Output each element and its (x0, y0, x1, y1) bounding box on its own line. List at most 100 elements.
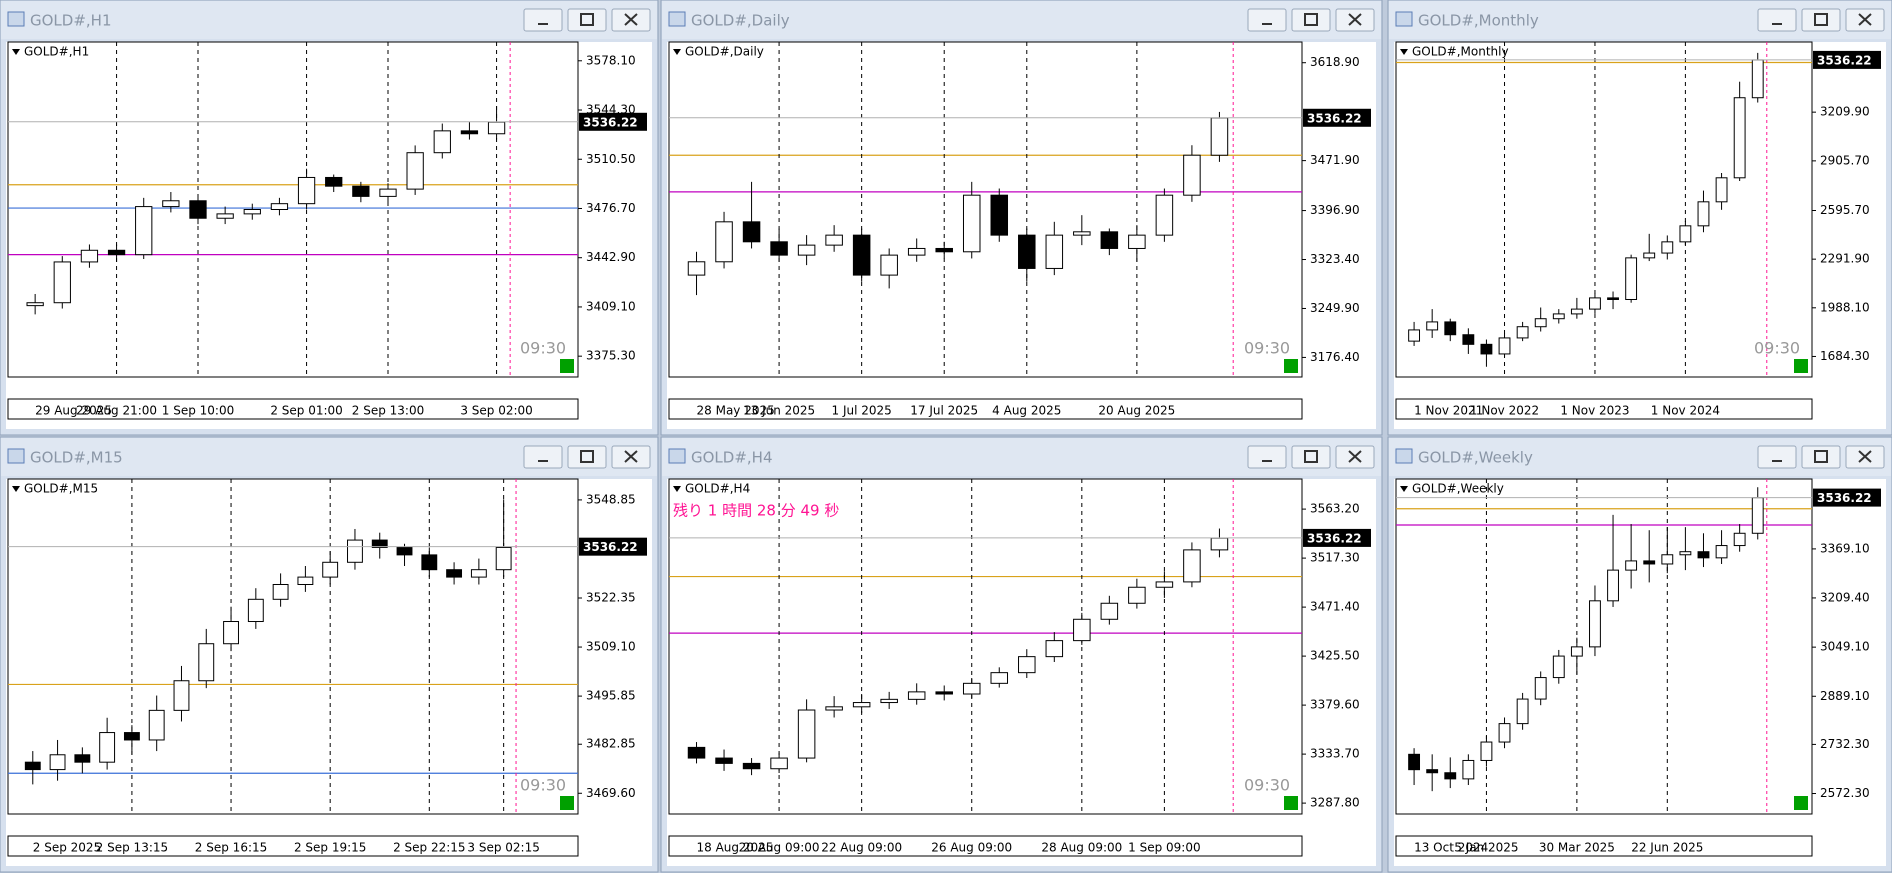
candle-body (935, 691, 953, 695)
minimize-button[interactable] (1757, 8, 1797, 32)
button-glyph (580, 450, 594, 463)
candle-body (1715, 177, 1728, 203)
candle-body (24, 761, 41, 771)
candle-body (1462, 334, 1475, 345)
y-tick-label: 3522.35 (586, 591, 636, 605)
minimize-button[interactable] (1757, 445, 1797, 469)
trade-button[interactable] (1284, 796, 1298, 810)
symbol-label: GOLD#,M15 (24, 482, 98, 496)
candle-body (446, 569, 463, 578)
candle-body (1155, 581, 1174, 588)
y-tick-label: 3578.10 (586, 53, 636, 67)
candle-body (1018, 234, 1036, 269)
candle-body (270, 203, 289, 211)
maximize-button[interactable] (1801, 445, 1841, 469)
x-tick-label: 2 Sep 13:15 (96, 841, 168, 855)
maximize-button[interactable] (567, 8, 607, 32)
candle-body (1570, 308, 1583, 315)
x-tick-label: 29 Aug 2025 (35, 404, 112, 418)
maximize-button[interactable] (567, 445, 607, 469)
candle-body (770, 757, 788, 770)
candle-body (1534, 677, 1547, 700)
minimize-button[interactable] (523, 445, 563, 469)
candle-body (715, 221, 733, 263)
maximize-button[interactable] (1291, 445, 1331, 469)
y-tick-label: 3471.40 (1310, 600, 1360, 614)
plot-border (668, 41, 1303, 378)
candle-body (495, 546, 512, 571)
x-tick-label: 13 Jun 2025 (743, 404, 815, 418)
candle-body (1462, 759, 1475, 780)
time-axis-border (7, 835, 579, 857)
menu-arrow (12, 49, 20, 55)
candle-body (421, 554, 438, 571)
candle-body (243, 209, 261, 215)
x-tick-label: 2 Sep 13:00 (352, 404, 424, 418)
candle-body (371, 539, 388, 548)
button-glyph (1348, 13, 1362, 26)
candle-body (406, 152, 424, 190)
candle-body (1552, 313, 1565, 320)
window-icon (7, 11, 25, 27)
menu-arrow (1400, 49, 1408, 55)
candle-body (1679, 551, 1692, 556)
price-tag-label: 3536.22 (1817, 53, 1872, 67)
candle-body (935, 247, 953, 253)
candle-body (322, 561, 339, 578)
x-tick-label: 1 Sep 09:00 (1128, 841, 1200, 855)
maximize-button[interactable] (1801, 8, 1841, 32)
chart-area (6, 42, 652, 429)
price-tag (1813, 488, 1881, 507)
minimize-button[interactable] (523, 8, 563, 32)
minimize-button[interactable] (1247, 8, 1287, 32)
countdown: 09:30 (1244, 776, 1290, 795)
candle-body (1426, 321, 1439, 331)
chart-area (6, 479, 652, 866)
candle-body (1589, 600, 1601, 648)
candle-body (1534, 318, 1547, 328)
candle-body (1607, 569, 1619, 602)
price-tag-label: 3536.22 (583, 540, 638, 554)
candle-body (433, 130, 451, 154)
candle-body (1408, 753, 1421, 771)
trade-button[interactable] (1794, 796, 1808, 810)
candle-body (1073, 618, 1091, 642)
y-tick-label: 3618.90 (1310, 55, 1360, 69)
time-axis-border (668, 398, 1303, 420)
trade-button[interactable] (560, 796, 574, 810)
candle-body (1643, 252, 1656, 259)
trade-button[interactable] (560, 359, 574, 373)
candle-body (347, 539, 363, 563)
x-tick-label: 18 Aug 2025 (697, 841, 774, 855)
trade-button[interactable] (1794, 359, 1808, 373)
menu-arrow (673, 49, 681, 55)
window-icon (668, 11, 686, 27)
y-tick-label: 3409.10 (586, 299, 636, 313)
y-tick-label: 3209.40 (1820, 590, 1870, 604)
window-icon (1395, 448, 1413, 464)
x-tick-label: 26 Aug 09:00 (931, 841, 1012, 855)
minimize-button[interactable] (1247, 445, 1287, 469)
y-tick-label: 1684.30 (1820, 349, 1870, 363)
candle-body (852, 702, 871, 708)
candle-body (825, 234, 843, 246)
trade-button[interactable] (1284, 359, 1298, 373)
candle-body (742, 762, 761, 770)
symbol-label: GOLD#,Daily (685, 45, 764, 59)
candle-body (1100, 602, 1119, 620)
y-tick-label: 3517.30 (1310, 551, 1360, 565)
button-glyph (1814, 450, 1828, 463)
candle-body (1516, 698, 1529, 725)
x-tick-label: 1 Sep 10:00 (162, 404, 234, 418)
time-axis-border (7, 398, 579, 420)
y-tick-label: 3176.40 (1310, 350, 1360, 364)
x-tick-label: 13 Oct 2024 (1414, 841, 1488, 855)
candle-body (852, 234, 871, 276)
candle-body (1480, 741, 1493, 761)
x-tick-label: 30 Mar 2025 (1539, 841, 1615, 855)
candle-body (1751, 59, 1764, 99)
maximize-button[interactable] (1291, 8, 1331, 32)
x-tick-label: 1 Nov 2021 (1414, 404, 1483, 418)
candle-body (189, 200, 207, 219)
candle-body (825, 706, 843, 711)
